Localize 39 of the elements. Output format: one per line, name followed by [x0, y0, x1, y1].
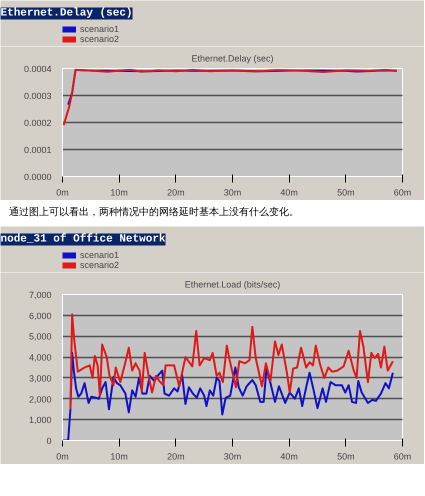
legend-label: scenario1 [80, 250, 120, 260]
x-tick-label: 40m [280, 188, 298, 198]
y-tick-label: 1,000 [28, 415, 52, 426]
y-tick-label: 0.0003 [24, 91, 52, 101]
legend-label: scenario1 [80, 24, 120, 34]
y-tick-label: 0.0001 [24, 145, 52, 155]
y-tick-label: 0 [46, 436, 52, 446]
x-tick-label: 60m [394, 188, 412, 198]
x-tick-label: 0m [56, 188, 69, 198]
y-tick-label: 2,000 [28, 394, 52, 404]
y-tick-label: 0.0004 [24, 64, 52, 74]
legend-label: scenario2 [80, 34, 120, 44]
x-tick-label: 0m [56, 452, 69, 462]
x-tick-label: 40m [280, 452, 298, 462]
x-tick-label: 50m [337, 452, 355, 462]
x-tick-label: 30m [224, 188, 242, 198]
y-tick-label: 3,000 [28, 373, 52, 384]
line-series [62, 352, 394, 440]
line-series [69, 313, 394, 410]
y-tick-label: 6,000 [28, 310, 52, 321]
x-tick-label: 20m [167, 188, 185, 198]
x-tick-label: 10m [110, 188, 128, 198]
x-tick-label: 60m [394, 452, 412, 462]
y-tick-label: 7,000 [28, 290, 52, 300]
chart-subtitle: Ethernet.Delay (sec) [191, 54, 274, 64]
chart-title: Ethernet.Delay (sec) [0, 8, 133, 20]
x-tick-label: 20m [167, 452, 185, 462]
y-tick-label: 5,000 [28, 332, 52, 342]
x-tick-label: 30m [224, 452, 242, 462]
y-tick-label: 4,000 [28, 352, 52, 363]
legend-label: scenario2 [80, 260, 120, 270]
x-tick-label: 50m [337, 188, 355, 198]
chart-subtitle: Ethernet.Load (bits/sec) [184, 280, 280, 290]
line-series [62, 68, 398, 126]
x-tick-label: 10m [110, 452, 128, 462]
y-tick-label: 0.0002 [24, 118, 52, 128]
chart-title: node_31 of Office Network [0, 232, 166, 246]
y-tick-label: 0.0000 [24, 172, 52, 182]
text: 通过图上可以看出，两种情况中的网络延时基本上没有什么变化。 [9, 206, 299, 220]
